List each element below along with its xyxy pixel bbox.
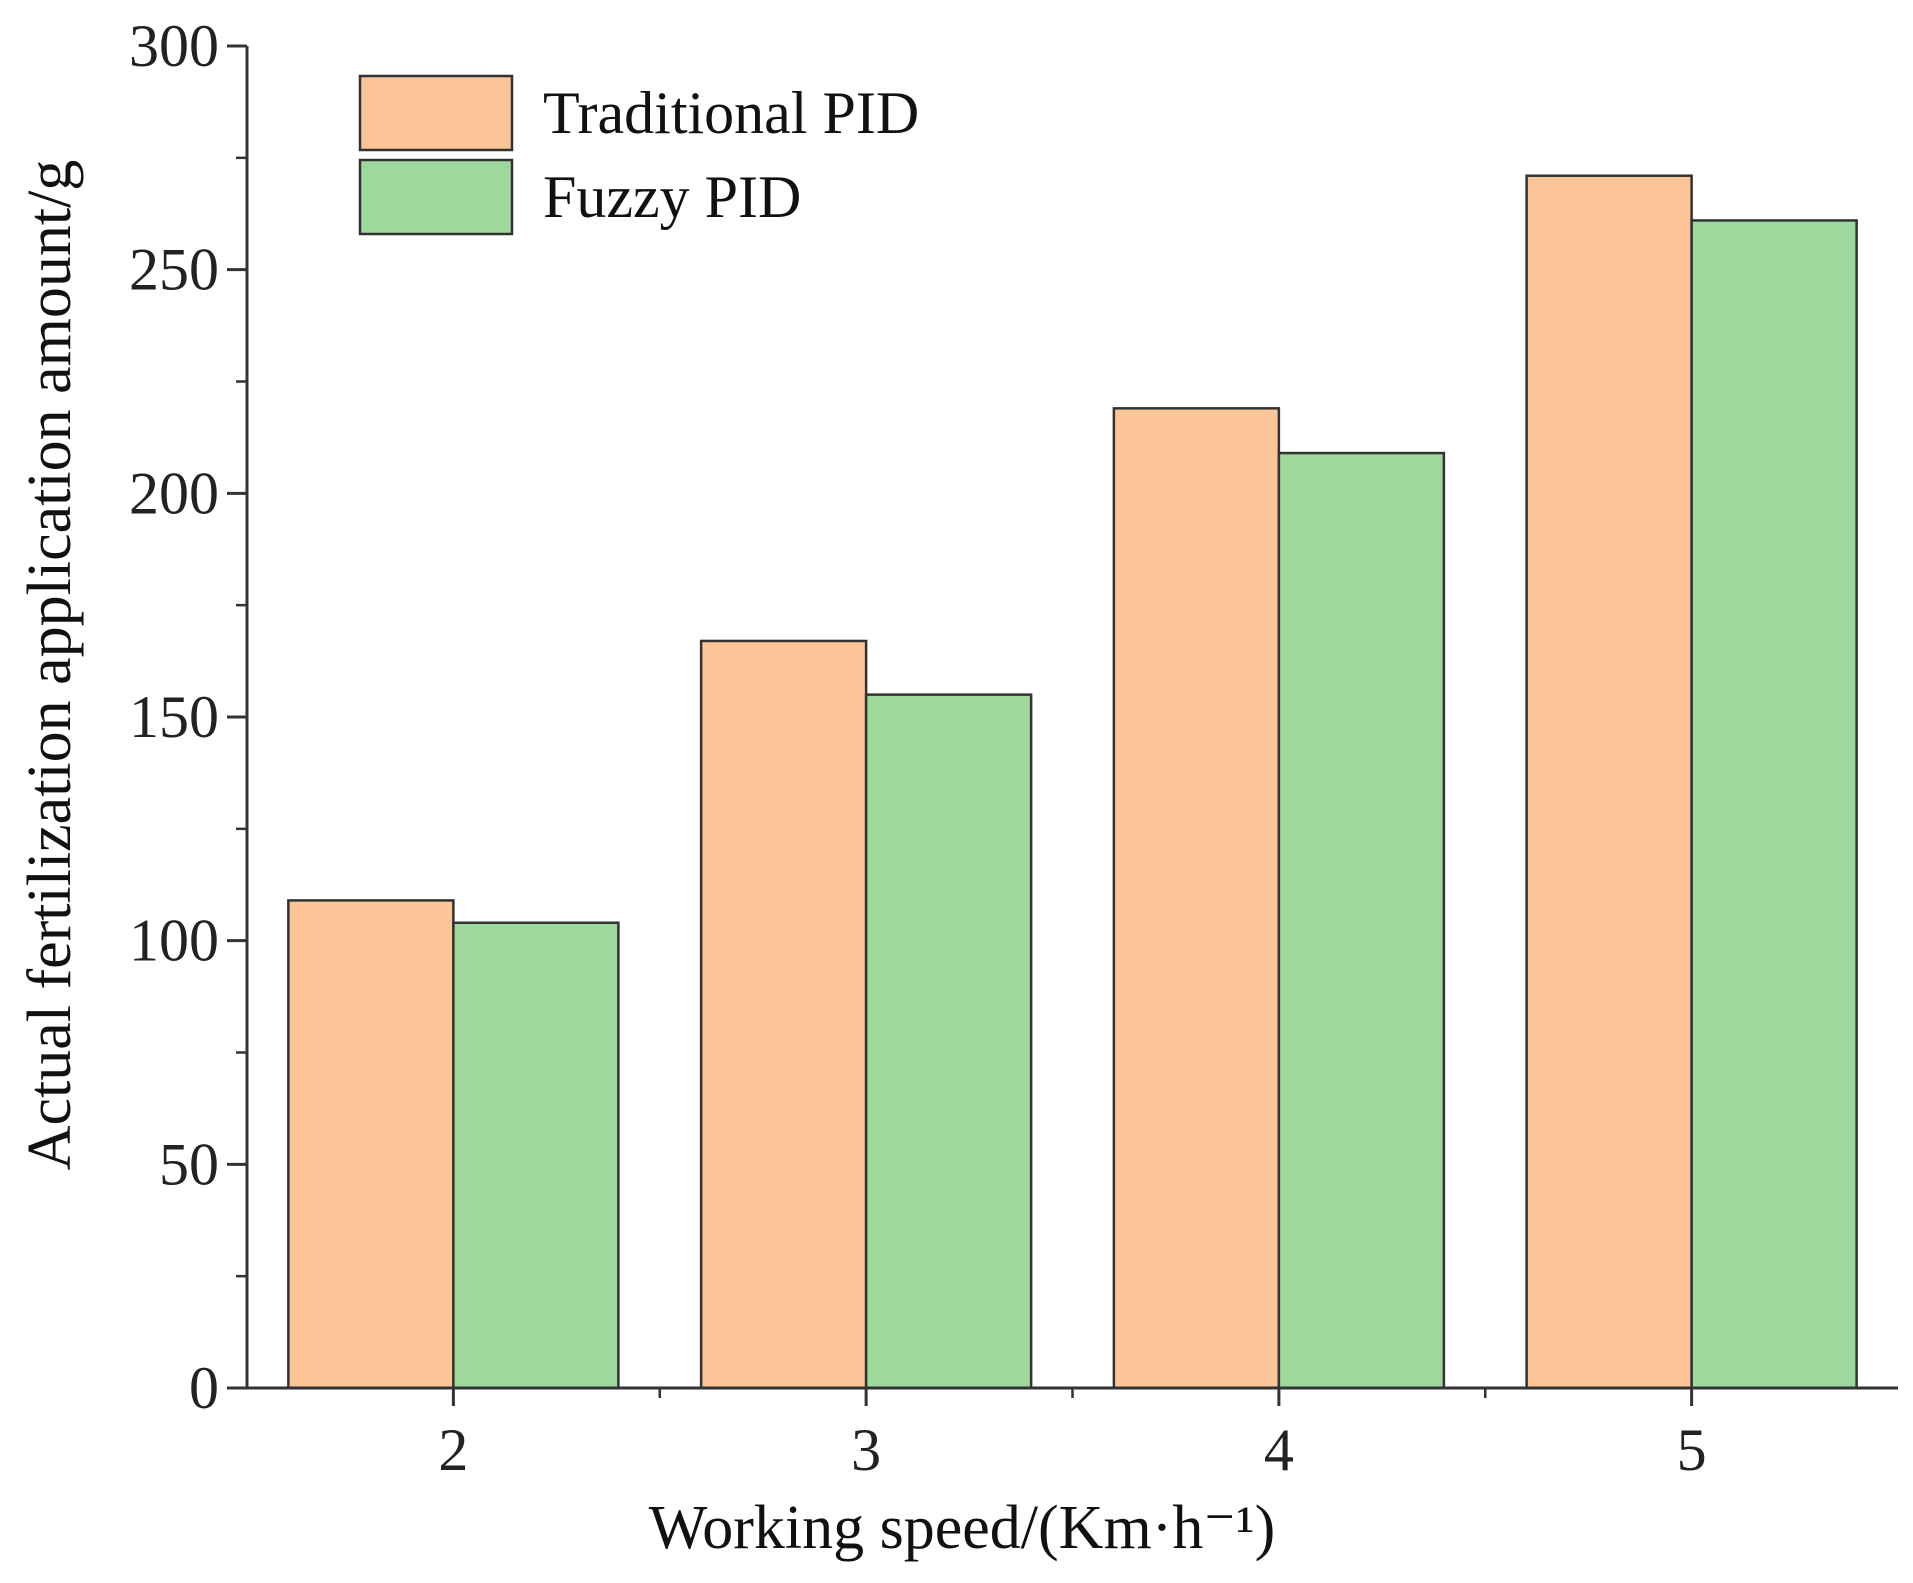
bar-fuzzy-pid-2 xyxy=(452,921,620,1390)
y-tick-label: 250 xyxy=(129,237,219,303)
x-tick-label: 2 xyxy=(438,1417,468,1483)
x-tick-label: 3 xyxy=(851,1417,881,1483)
legend-label-traditional-pid: Traditional PID xyxy=(543,80,919,146)
y-tick-label: 150 xyxy=(129,684,219,750)
y-tick-label: 200 xyxy=(129,460,219,526)
y-tick-label: 0 xyxy=(189,1355,219,1421)
bar-fuzzy-pid-3 xyxy=(864,693,1033,1390)
y-ticks-group: 0 50 100 150 200 250 300 xyxy=(129,13,247,1421)
bar-fuzzy-pid-4 xyxy=(1277,451,1446,1390)
bar-fuzzy-pid-5 xyxy=(1690,219,1858,1390)
y-axis-title: Actual fertilization application amount/… xyxy=(16,160,84,1171)
bar-traditional-pid-3 xyxy=(699,639,868,1390)
bar-traditional-pid-5 xyxy=(1525,174,1693,1390)
y-tick-label: 100 xyxy=(129,908,219,974)
x-tick-label: 5 xyxy=(1677,1417,1707,1483)
y-tick-label: 300 xyxy=(129,13,219,79)
bar-traditional-pid-2 xyxy=(287,899,455,1390)
bar-traditional-pid-4 xyxy=(1112,407,1281,1390)
legend-swatch-traditional-pid xyxy=(358,74,514,152)
y-tick-label: 50 xyxy=(159,1131,219,1197)
x-axis-title: Working speed/(Km·h⁻¹) xyxy=(649,1494,1276,1562)
legend-swatch-fuzzy-pid xyxy=(358,158,514,236)
legend-label-fuzzy-pid: Fuzzy PID xyxy=(543,164,801,230)
bars-group xyxy=(287,174,1858,1390)
x-tick-label: 4 xyxy=(1264,1417,1294,1483)
x-ticks-group: 2 3 4 5 xyxy=(438,1388,1707,1483)
legend: Traditional PID Fuzzy PID xyxy=(358,74,919,236)
